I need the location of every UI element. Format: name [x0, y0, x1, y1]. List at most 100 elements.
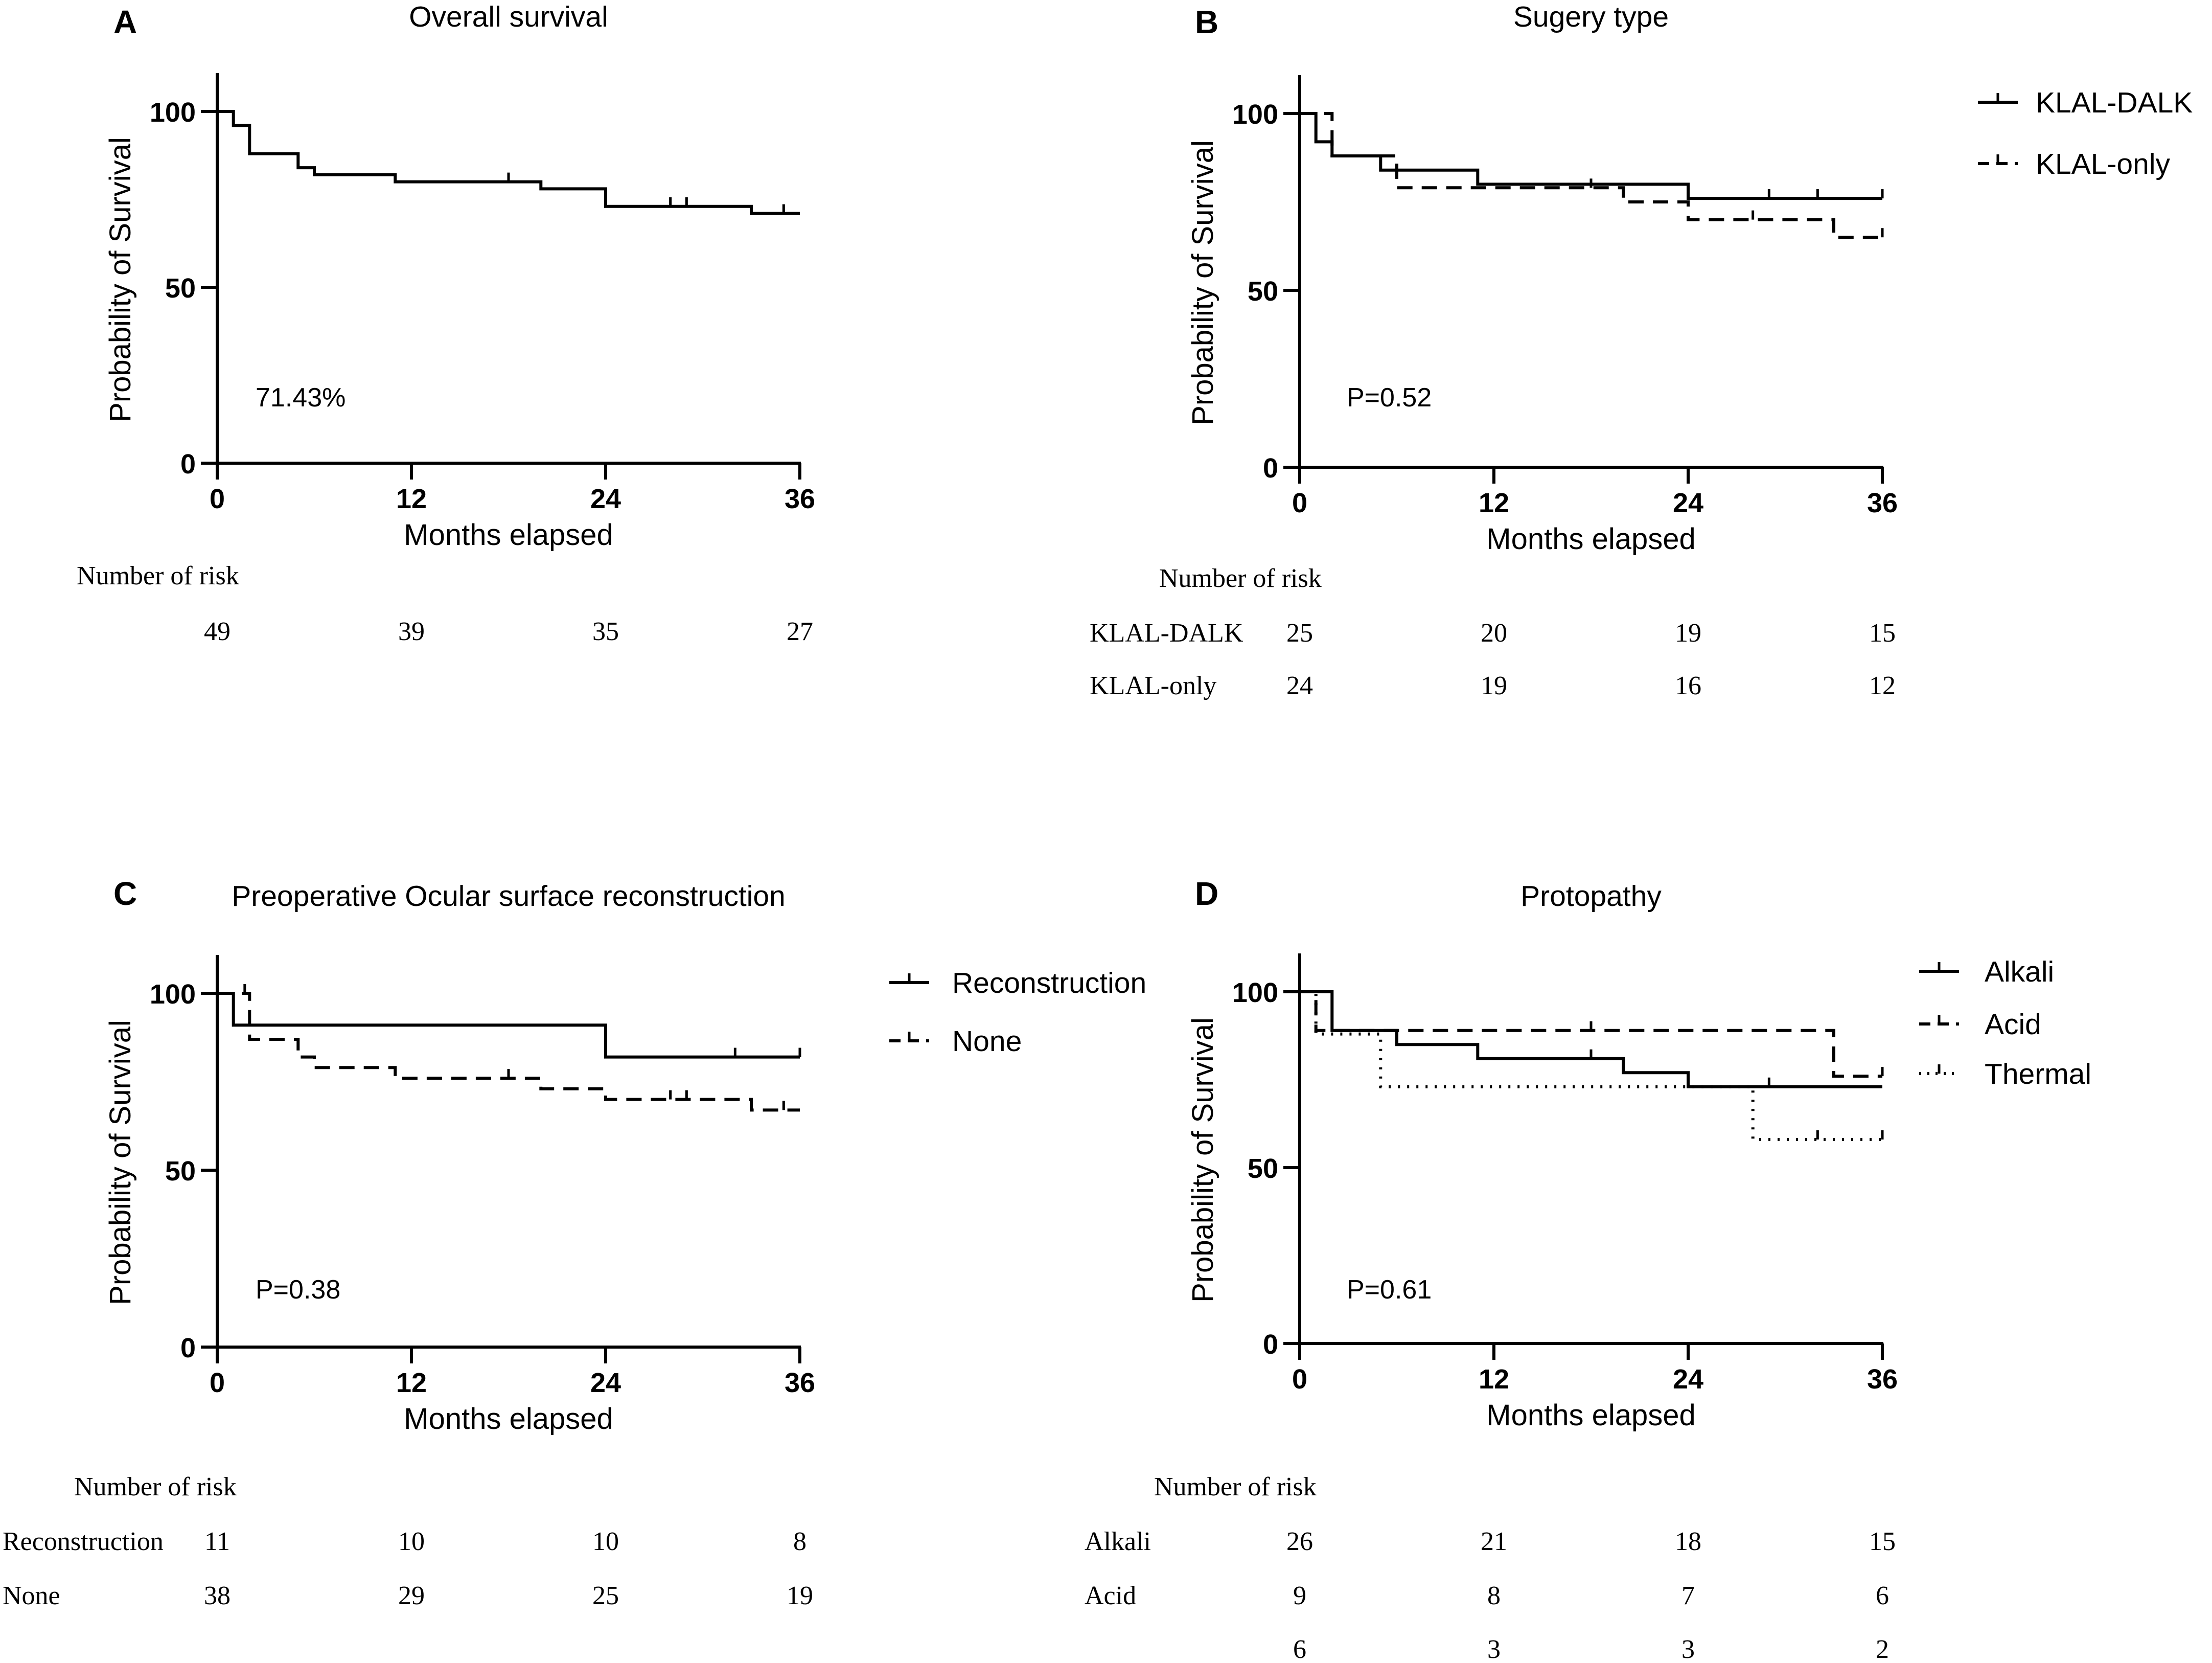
legend-label: KLAL-only	[2036, 148, 2170, 180]
risk-value: 12	[1869, 671, 1896, 700]
legend-label: Alkali	[1985, 955, 2054, 988]
risk-value: 6	[1876, 1581, 1889, 1610]
annotation-text: P=0.61	[1347, 1275, 1432, 1305]
panel-label: C	[113, 875, 137, 912]
y-axis-label: Probability of Survival	[104, 137, 137, 422]
risk-value: 10	[592, 1527, 619, 1556]
risk-value: 38	[204, 1581, 231, 1610]
risk-row-label: KLAL-DALK	[1090, 619, 1243, 648]
annotation-text: P=0.38	[256, 1275, 340, 1305]
risk-value: 39	[398, 617, 425, 646]
series-line-acid	[1300, 990, 1882, 1078]
risk-row-label: None	[3, 1581, 60, 1610]
series-line-thermal	[1300, 990, 1882, 1141]
risk-value: 20	[1481, 619, 1507, 648]
x-axis-label: Months elapsed	[404, 518, 613, 552]
risk-value: 11	[204, 1527, 230, 1556]
x-tick-label: 36	[1867, 1364, 1898, 1395]
risk-value: 3	[1487, 1635, 1501, 1663]
chart-title: Preoperative Ocular surface reconstructi…	[232, 880, 786, 913]
y-tick-label: 50	[1248, 1153, 1278, 1184]
x-axis-label: Months elapsed	[404, 1402, 613, 1436]
x-tick-label: 24	[590, 1368, 621, 1398]
y-tick-label: 100	[1232, 99, 1278, 130]
series-line-reconstruction	[217, 992, 800, 1059]
y-tick-label: 0	[1263, 453, 1278, 484]
risk-value: 24	[1286, 671, 1313, 700]
risk-value: 8	[1487, 1581, 1501, 1610]
legend-label: Thermal	[1985, 1058, 2091, 1090]
annotation-text: P=0.52	[1347, 383, 1432, 413]
panel-label: D	[1195, 875, 1218, 912]
panel-label: B	[1195, 4, 1218, 40]
series-line-alkali	[1300, 990, 1882, 1088]
y-tick-label: 0	[180, 449, 196, 480]
x-tick-label: 12	[1479, 488, 1509, 518]
x-tick-label: 0	[210, 1368, 225, 1398]
x-tick-label: 36	[1867, 488, 1898, 518]
risk-value: 8	[793, 1527, 807, 1556]
series-line-none	[217, 992, 800, 1112]
series-line-overall	[217, 110, 800, 215]
y-tick-label: 100	[150, 97, 196, 128]
risk-value: 15	[1869, 1527, 1896, 1556]
risk-value: 25	[1286, 619, 1313, 648]
x-tick-label: 0	[1292, 488, 1307, 518]
risk-value: 3	[1681, 1635, 1695, 1663]
risk-value: 2	[1876, 1635, 1889, 1663]
risk-value: 19	[787, 1581, 813, 1610]
risk-row-label: Alkali	[1085, 1527, 1151, 1556]
series-line-klal-dalk	[1300, 112, 1882, 200]
legend-label: Acid	[1985, 1008, 2041, 1041]
x-tick-label: 24	[1673, 488, 1703, 518]
y-tick-label: 50	[165, 273, 196, 304]
y-axis-label: Probability of Survival	[1186, 140, 1219, 425]
y-axis-label: Probability of Survival	[1186, 1017, 1219, 1303]
risk-value: 6	[1293, 1635, 1306, 1663]
x-tick-label: 12	[396, 1368, 427, 1398]
y-tick-label: 50	[1248, 276, 1278, 307]
annotation-text: 71.43%	[256, 383, 345, 413]
y-tick-label: 0	[1263, 1329, 1278, 1360]
chart-title: Sugery type	[1513, 1, 1669, 33]
risk-row-label: Reconstruction	[3, 1527, 164, 1556]
y-tick-label: 50	[165, 1156, 196, 1187]
x-tick-label: 0	[1292, 1364, 1307, 1395]
panel-label: A	[113, 4, 137, 40]
y-tick-label: 100	[150, 979, 196, 1010]
risk-table-heading: Number of risk	[1154, 1472, 1317, 1501]
series-line-klal-only	[1300, 112, 1882, 239]
x-axis-label: Months elapsed	[1486, 522, 1695, 556]
risk-value: 27	[787, 617, 813, 646]
risk-table-heading: Number of risk	[77, 561, 239, 590]
risk-value: 29	[398, 1581, 425, 1610]
legend-label: None	[952, 1025, 1022, 1058]
risk-table-heading: Number of risk	[74, 1472, 237, 1501]
panel-c: C Preoperative Ocular surface reconstruct…	[3, 875, 1146, 1610]
x-tick-label: 36	[785, 484, 815, 514]
risk-value: 16	[1675, 671, 1701, 700]
risk-value: 49	[204, 617, 231, 646]
risk-table-heading: Number of risk	[1159, 564, 1322, 593]
x-tick-label: 12	[396, 484, 427, 514]
x-tick-label: 0	[210, 484, 225, 514]
risk-value: 25	[592, 1581, 619, 1610]
panel-a: A Overall survival 0 50 100 0 12 24 36 Months ela…	[77, 1, 815, 646]
panel-b: B Sugery type 0 50 100 0 12 24 36 Months elapsed P…	[1090, 1, 2193, 700]
x-tick-label: 24	[1673, 1364, 1703, 1395]
risk-value: 10	[398, 1527, 425, 1556]
risk-value: 15	[1869, 619, 1896, 648]
risk-value: 19	[1481, 671, 1507, 700]
y-tick-label: 0	[180, 1333, 196, 1363]
y-axis-label: Probability of Survival	[104, 1020, 137, 1305]
x-axis-label: Months elapsed	[1486, 1399, 1695, 1432]
risk-value: 9	[1293, 1581, 1306, 1610]
risk-value: 26	[1286, 1527, 1313, 1556]
chart-title: Overall survival	[409, 1, 608, 33]
legend-label: KLAL-DALK	[2036, 86, 2193, 119]
chart-title: Protopathy	[1520, 880, 1662, 913]
y-tick-label: 100	[1232, 977, 1278, 1008]
risk-value: 18	[1675, 1527, 1701, 1556]
